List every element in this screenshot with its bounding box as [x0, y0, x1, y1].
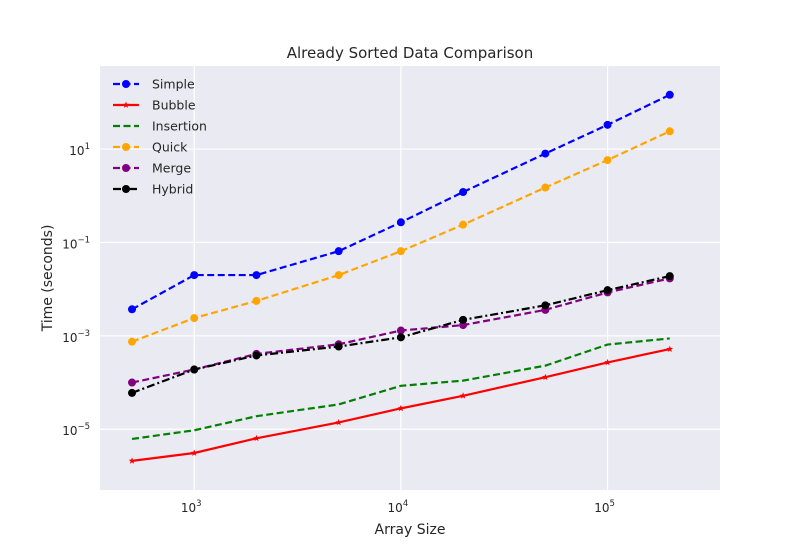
legend-item-hybrid: Hybrid: [113, 182, 193, 197]
x-tick-label: 105: [594, 499, 615, 515]
data-point-simple: [665, 90, 674, 99]
data-point-hybrid: [396, 333, 405, 342]
data-point-hybrid: [459, 315, 468, 324]
legend-label-hybrid: Hybrid: [152, 182, 193, 197]
tick-labels: 103 104 105 10−5 10−3 10−1 101: [62, 142, 615, 515]
series-hybrid: [128, 272, 674, 397]
data-point-bubble: [253, 434, 260, 442]
data-point-bubble: [604, 358, 611, 366]
data-point-simple: [128, 305, 137, 314]
data-point-simple: [190, 271, 199, 280]
y-tick-label: 10−1: [62, 235, 90, 251]
grid-lines: [100, 66, 720, 490]
data-point-hybrid: [603, 286, 612, 295]
y-tick-label: 10−3: [62, 329, 90, 345]
legend-label-merge: Merge: [152, 161, 191, 176]
data-point-simple: [459, 188, 468, 197]
data-point-simple: [334, 247, 343, 256]
data-point-hybrid: [252, 351, 261, 360]
data-point-simple: [603, 120, 612, 129]
y-tick-label: 101: [69, 142, 90, 158]
series-line-insertion: [131, 337, 670, 441]
x-axis-label: Array Size: [375, 522, 446, 538]
legend-marker-bubble: [122, 101, 130, 108]
data-point-bubble: [459, 392, 467, 399]
legend-marker-hybrid: [122, 185, 130, 193]
data-point-bubble: [397, 404, 405, 412]
data-point-quick: [190, 314, 199, 323]
data-point-bubble: [335, 418, 343, 426]
legend-item-simple: Simple: [113, 77, 195, 92]
legend-item-merge: Merge: [113, 161, 191, 176]
series-bubble: [128, 345, 674, 464]
y-axis-label: Time (seconds): [40, 225, 56, 333]
data-point-merge: [128, 378, 137, 387]
data-point-hybrid: [541, 301, 550, 310]
x-tick-label: 104: [388, 499, 409, 515]
legend-item-bubble: Bubble: [113, 98, 196, 113]
plot-area: [100, 66, 720, 490]
data-point-hybrid: [128, 388, 137, 397]
data-point-quick: [665, 127, 674, 136]
series-layer: [128, 90, 674, 464]
data-point-hybrid: [334, 342, 343, 351]
legend-marker-quick: [122, 143, 130, 151]
series-insertion: [131, 337, 670, 441]
data-point-quick: [252, 296, 261, 305]
data-point-quick: [541, 183, 550, 192]
legend-marker-merge: [122, 164, 130, 172]
data-point-quick: [334, 271, 343, 280]
data-point-bubble: [542, 373, 549, 381]
data-point-bubble: [128, 457, 136, 464]
legend-label-insertion: Insertion: [152, 119, 207, 134]
data-point-quick: [396, 247, 405, 256]
series-quick: [128, 127, 674, 346]
data-point-simple: [541, 149, 550, 158]
data-point-quick: [128, 337, 137, 346]
data-point-quick: [459, 220, 468, 229]
y-tick-label: 10−5: [62, 422, 90, 438]
data-point-hybrid: [665, 272, 674, 281]
legend-label-quick: Quick: [152, 140, 188, 155]
x-tick-label: 103: [181, 499, 202, 515]
legend: Simple Bubble Insertion Quick Merge Hybrid: [113, 77, 207, 197]
data-point-bubble: [190, 449, 198, 456]
legend-item-quick: Quick: [113, 140, 188, 155]
legend-label-bubble: Bubble: [152, 98, 196, 113]
data-point-merge: [396, 326, 405, 335]
chart-title: Already Sorted Data Comparison: [287, 44, 534, 62]
data-point-simple: [252, 271, 261, 280]
data-point-bubble: [666, 345, 674, 352]
data-point-simple: [396, 218, 405, 227]
legend-label-simple: Simple: [152, 77, 195, 92]
legend-marker-simple: [122, 80, 130, 88]
data-point-hybrid: [190, 365, 199, 374]
data-point-quick: [603, 156, 612, 165]
series-simple: [128, 90, 674, 314]
legend-item-insertion: Insertion: [113, 119, 207, 134]
